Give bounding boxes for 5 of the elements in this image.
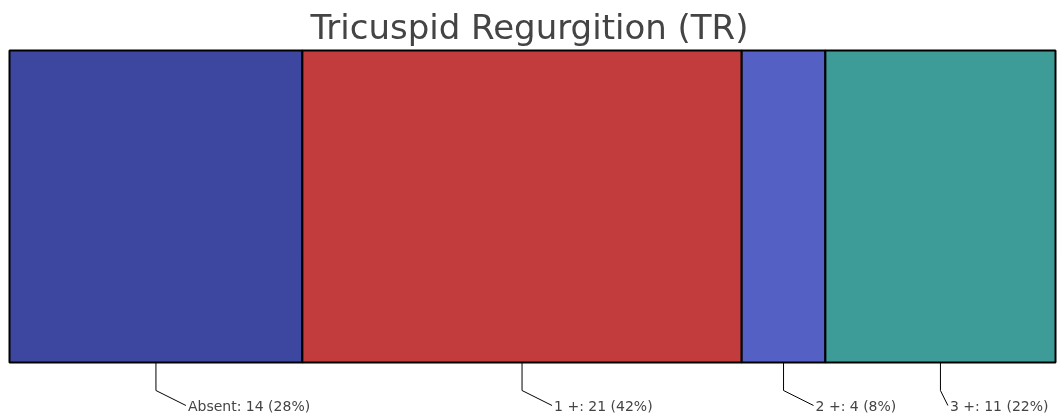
data-label: Absent: 14 (28%) [187, 397, 311, 414]
data-label: 1 +: 21 (42%) [554, 397, 653, 414]
data-label: 2 +: 4 (8%) [815, 397, 897, 414]
data-label: 3 +: 11 (22%) [949, 397, 1049, 414]
chart-title: Tricuspid Regurgition (TR) [309, 6, 749, 47]
